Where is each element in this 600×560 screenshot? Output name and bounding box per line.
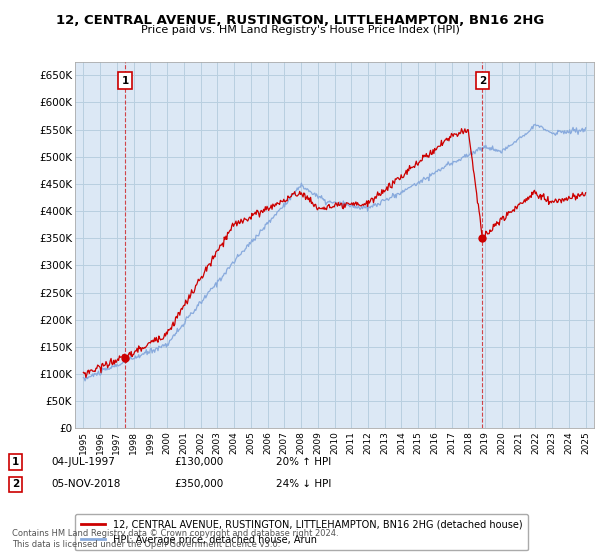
Text: 1: 1 (122, 76, 129, 86)
Text: 12, CENTRAL AVENUE, RUSTINGTON, LITTLEHAMPTON, BN16 2HG: 12, CENTRAL AVENUE, RUSTINGTON, LITTLEHA… (56, 14, 544, 27)
Text: 2: 2 (12, 479, 19, 489)
Text: Contains HM Land Registry data © Crown copyright and database right 2024.
This d: Contains HM Land Registry data © Crown c… (12, 529, 338, 549)
Text: 20% ↑ HPI: 20% ↑ HPI (276, 457, 331, 467)
Text: 24% ↓ HPI: 24% ↓ HPI (276, 479, 331, 489)
Text: £130,000: £130,000 (174, 457, 223, 467)
Text: 05-NOV-2018: 05-NOV-2018 (51, 479, 121, 489)
Text: £350,000: £350,000 (174, 479, 223, 489)
Text: 2: 2 (479, 76, 486, 86)
Legend: 12, CENTRAL AVENUE, RUSTINGTON, LITTLEHAMPTON, BN16 2HG (detached house), HPI: A: 12, CENTRAL AVENUE, RUSTINGTON, LITTLEHA… (74, 514, 528, 550)
Text: Price paid vs. HM Land Registry's House Price Index (HPI): Price paid vs. HM Land Registry's House … (140, 25, 460, 35)
Text: 1: 1 (12, 457, 19, 467)
Text: 04-JUL-1997: 04-JUL-1997 (51, 457, 115, 467)
